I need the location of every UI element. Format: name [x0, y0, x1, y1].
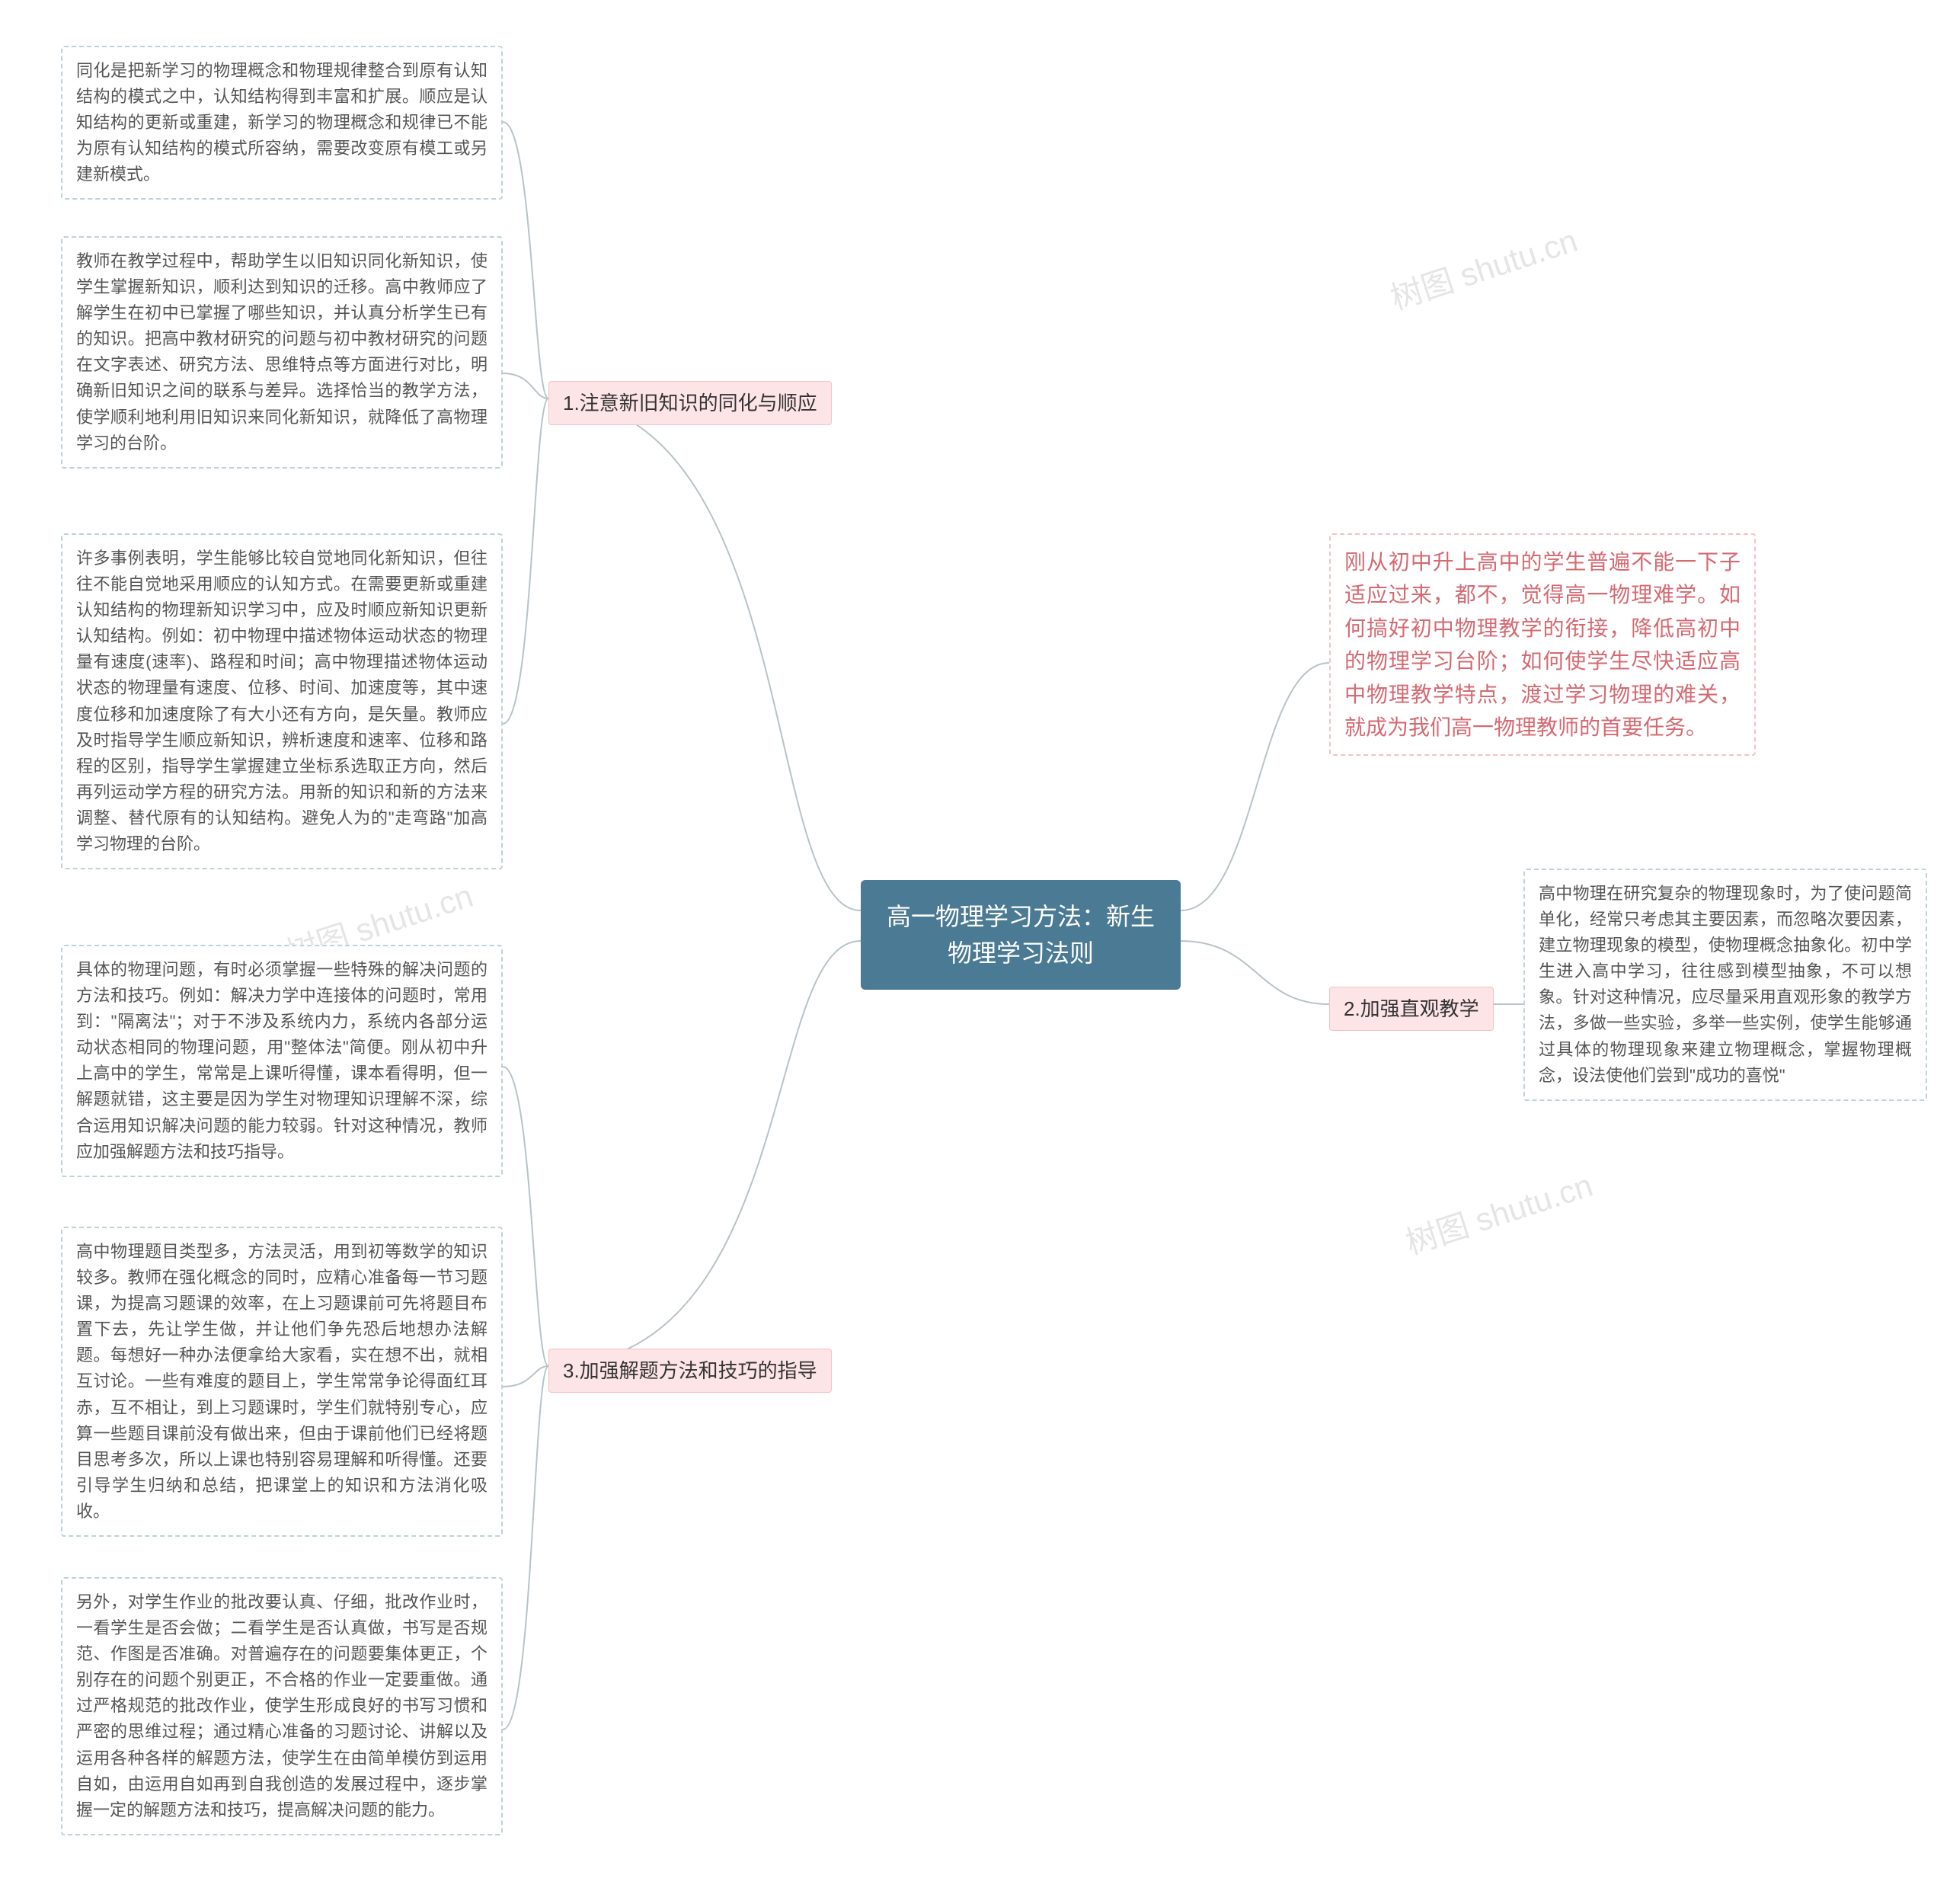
leaf-1-2[interactable]: 教师在教学过程中，帮助学生以旧知识同化新知识，使学生掌握新知识，顺利达到知识的迁… — [61, 236, 503, 469]
leaf-2-1[interactable]: 高中物理在研究复杂的物理现象时，为了使问题简单化，经常只考虑其主要因素，而忽略次… — [1523, 869, 1927, 1101]
leaf-1-1[interactable]: 同化是把新学习的物理概念和物理规律整合到原有认知结构的模式之中，认知结构得到丰富… — [61, 46, 503, 200]
branch-2[interactable]: 2.加强直观教学 — [1329, 987, 1494, 1031]
leaf-1-3[interactable]: 许多事例表明，学生能够比较自觉地同化新知识，但往往不能自觉地采用顺应的认知方式。… — [61, 533, 503, 869]
intro-node[interactable]: 刚从初中升上高中的学生普遍不能一下子适应过来，都不，觉得高一物理难学。如何搞好初… — [1329, 533, 1756, 756]
leaf-3-2[interactable]: 高中物理题目类型多，方法灵活，用到初等数学的知识较多。教师在强化概念的同时，应精… — [61, 1227, 503, 1537]
branch-3[interactable]: 3.加强解题方法和技巧的指导 — [548, 1349, 832, 1393]
leaf-3-1[interactable]: 具体的物理问题，有时必须掌握一些特殊的解决问题的方法和技巧。例如：解决力学中连接… — [61, 945, 503, 1177]
watermark: 树图 shutu.cn — [1399, 1160, 1598, 1264]
leaf-3-3[interactable]: 另外，对学生作业的批改要认真、仔细，批改作业时，一看学生是否会做；二看学生是否认… — [61, 1577, 503, 1835]
root-node[interactable]: 高一物理学习方法：新生物理学习法则 — [861, 880, 1181, 990]
watermark: 树图 shutu.cn — [1384, 215, 1583, 319]
branch-1[interactable]: 1.注意新旧知识的同化与顺应 — [548, 381, 832, 425]
